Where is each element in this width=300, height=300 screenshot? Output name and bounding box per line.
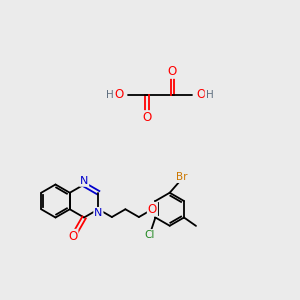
Text: H: H (206, 89, 213, 100)
Text: O: O (168, 65, 177, 78)
Text: O: O (114, 88, 124, 101)
Text: O: O (196, 88, 205, 101)
Text: Br: Br (176, 172, 188, 182)
Text: H: H (106, 89, 114, 100)
Text: O: O (148, 203, 157, 216)
Text: N: N (94, 208, 103, 218)
Text: Cl: Cl (144, 230, 154, 240)
Text: N: N (80, 176, 88, 186)
Text: O: O (142, 111, 152, 124)
Text: O: O (68, 230, 77, 243)
